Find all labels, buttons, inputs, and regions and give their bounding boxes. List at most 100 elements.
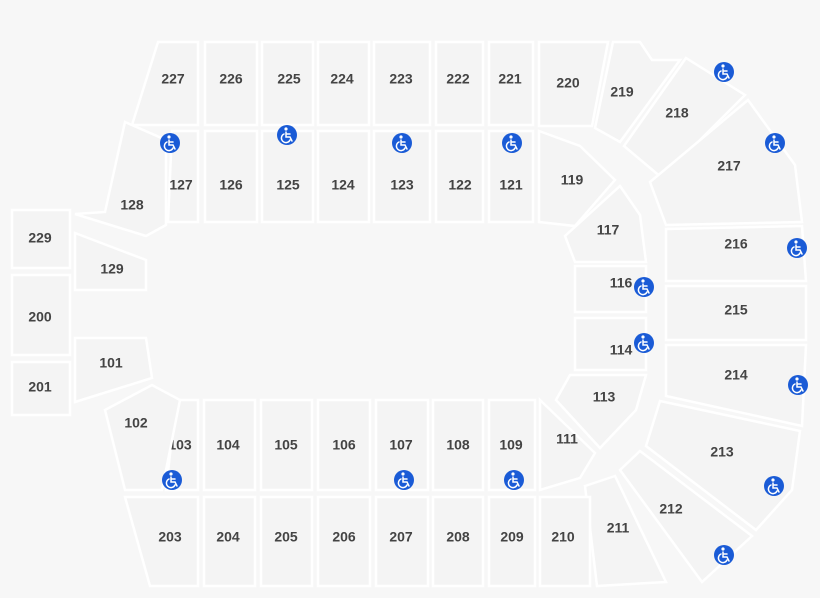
section-label: 213 — [710, 444, 734, 460]
section-shape — [431, 398, 485, 492]
icon-head — [772, 135, 776, 139]
section-shape — [316, 129, 371, 224]
section-label: 122 — [448, 177, 472, 193]
accessible-icon — [787, 238, 807, 258]
icon-body — [395, 139, 408, 152]
icon-head — [641, 279, 645, 283]
section-shape — [374, 398, 430, 492]
accessible-icon — [714, 545, 734, 565]
section-shape — [487, 398, 537, 492]
icon-body — [768, 139, 781, 152]
accessible-icon — [634, 277, 654, 297]
section-label: 220 — [556, 75, 580, 91]
icon-body — [637, 283, 650, 296]
section-label: 109 — [499, 437, 523, 453]
section-shape — [166, 129, 200, 224]
section-shape — [123, 495, 200, 588]
section-shape — [434, 40, 485, 127]
section-label: 203 — [158, 529, 182, 545]
section-label: 101 — [99, 355, 123, 371]
section-shape — [103, 383, 182, 492]
section-shape — [644, 399, 802, 532]
icon-body — [505, 139, 518, 152]
section-shape — [260, 40, 315, 127]
icon-head — [795, 377, 799, 381]
section-shape — [664, 224, 808, 283]
section-shape — [664, 343, 808, 428]
section-shape — [593, 40, 683, 144]
icon-body — [790, 244, 803, 257]
accessible-icon — [160, 133, 180, 153]
accessible-icon — [788, 375, 808, 395]
section-shape — [374, 495, 430, 588]
section-label: 218 — [665, 105, 689, 121]
accessible-icon — [394, 470, 414, 490]
section-shape — [487, 495, 537, 588]
section-label: 221 — [498, 71, 522, 87]
section-label: 229 — [28, 230, 52, 246]
section-shape — [203, 129, 259, 224]
icon-body — [280, 131, 293, 144]
icon-head — [399, 135, 403, 139]
accessible-icon — [392, 133, 412, 153]
icon-head — [511, 472, 515, 476]
icon-head — [721, 64, 725, 68]
section-label: 212 — [659, 501, 683, 517]
section-label: 206 — [332, 529, 356, 545]
section-shape — [73, 336, 154, 404]
section-label: 205 — [274, 529, 298, 545]
section-label: 108 — [446, 437, 470, 453]
icon-body — [165, 476, 178, 489]
section-label: 223 — [389, 71, 413, 87]
section-label: 211 — [607, 520, 630, 536]
section-label: 127 — [169, 177, 193, 193]
section-shape — [537, 40, 610, 128]
section-shape — [10, 273, 72, 357]
section-label: 217 — [717, 158, 741, 174]
section-label: 119 — [561, 172, 584, 188]
section-label: 128 — [120, 197, 144, 213]
icon-body — [507, 476, 520, 489]
section-label: 121 — [499, 177, 523, 193]
icon-body — [717, 551, 730, 564]
section-shape — [316, 495, 372, 588]
section-label: 216 — [724, 236, 748, 252]
section-shape — [487, 129, 535, 224]
section-label: 225 — [277, 71, 301, 87]
icon-head — [284, 127, 288, 131]
section-label: 117 — [597, 222, 620, 238]
section-label: 125 — [276, 177, 300, 193]
icon-body — [397, 476, 410, 489]
section-label: 103 — [168, 437, 192, 453]
section-shape — [316, 398, 372, 492]
icon-head — [721, 547, 725, 551]
icon-body — [767, 482, 780, 495]
section-shape — [431, 495, 485, 588]
section-shape — [537, 129, 617, 228]
section-shape — [203, 40, 259, 127]
section-shape — [487, 40, 535, 127]
accessible-icon — [764, 476, 784, 496]
accessible-icon — [162, 470, 182, 490]
section-label: 105 — [274, 437, 298, 453]
section-shape — [10, 208, 72, 270]
section-label: 124 — [331, 177, 355, 193]
section-label: 200 — [28, 309, 52, 325]
section-shape — [259, 398, 314, 492]
section-label: 219 — [610, 84, 634, 100]
section-label: 102 — [124, 415, 148, 431]
icon-body — [791, 381, 804, 394]
section-shape — [259, 495, 314, 588]
icon-body — [163, 139, 176, 152]
section-label: 224 — [330, 71, 354, 87]
accessible-icon — [277, 125, 297, 145]
section-shape — [316, 40, 371, 127]
section-label: 210 — [551, 529, 575, 545]
section-label: 104 — [216, 437, 240, 453]
section-shape — [73, 231, 148, 292]
section-shape — [202, 495, 257, 588]
icon-head — [509, 135, 513, 139]
accessible-icon — [502, 133, 522, 153]
section-shape — [648, 98, 804, 227]
